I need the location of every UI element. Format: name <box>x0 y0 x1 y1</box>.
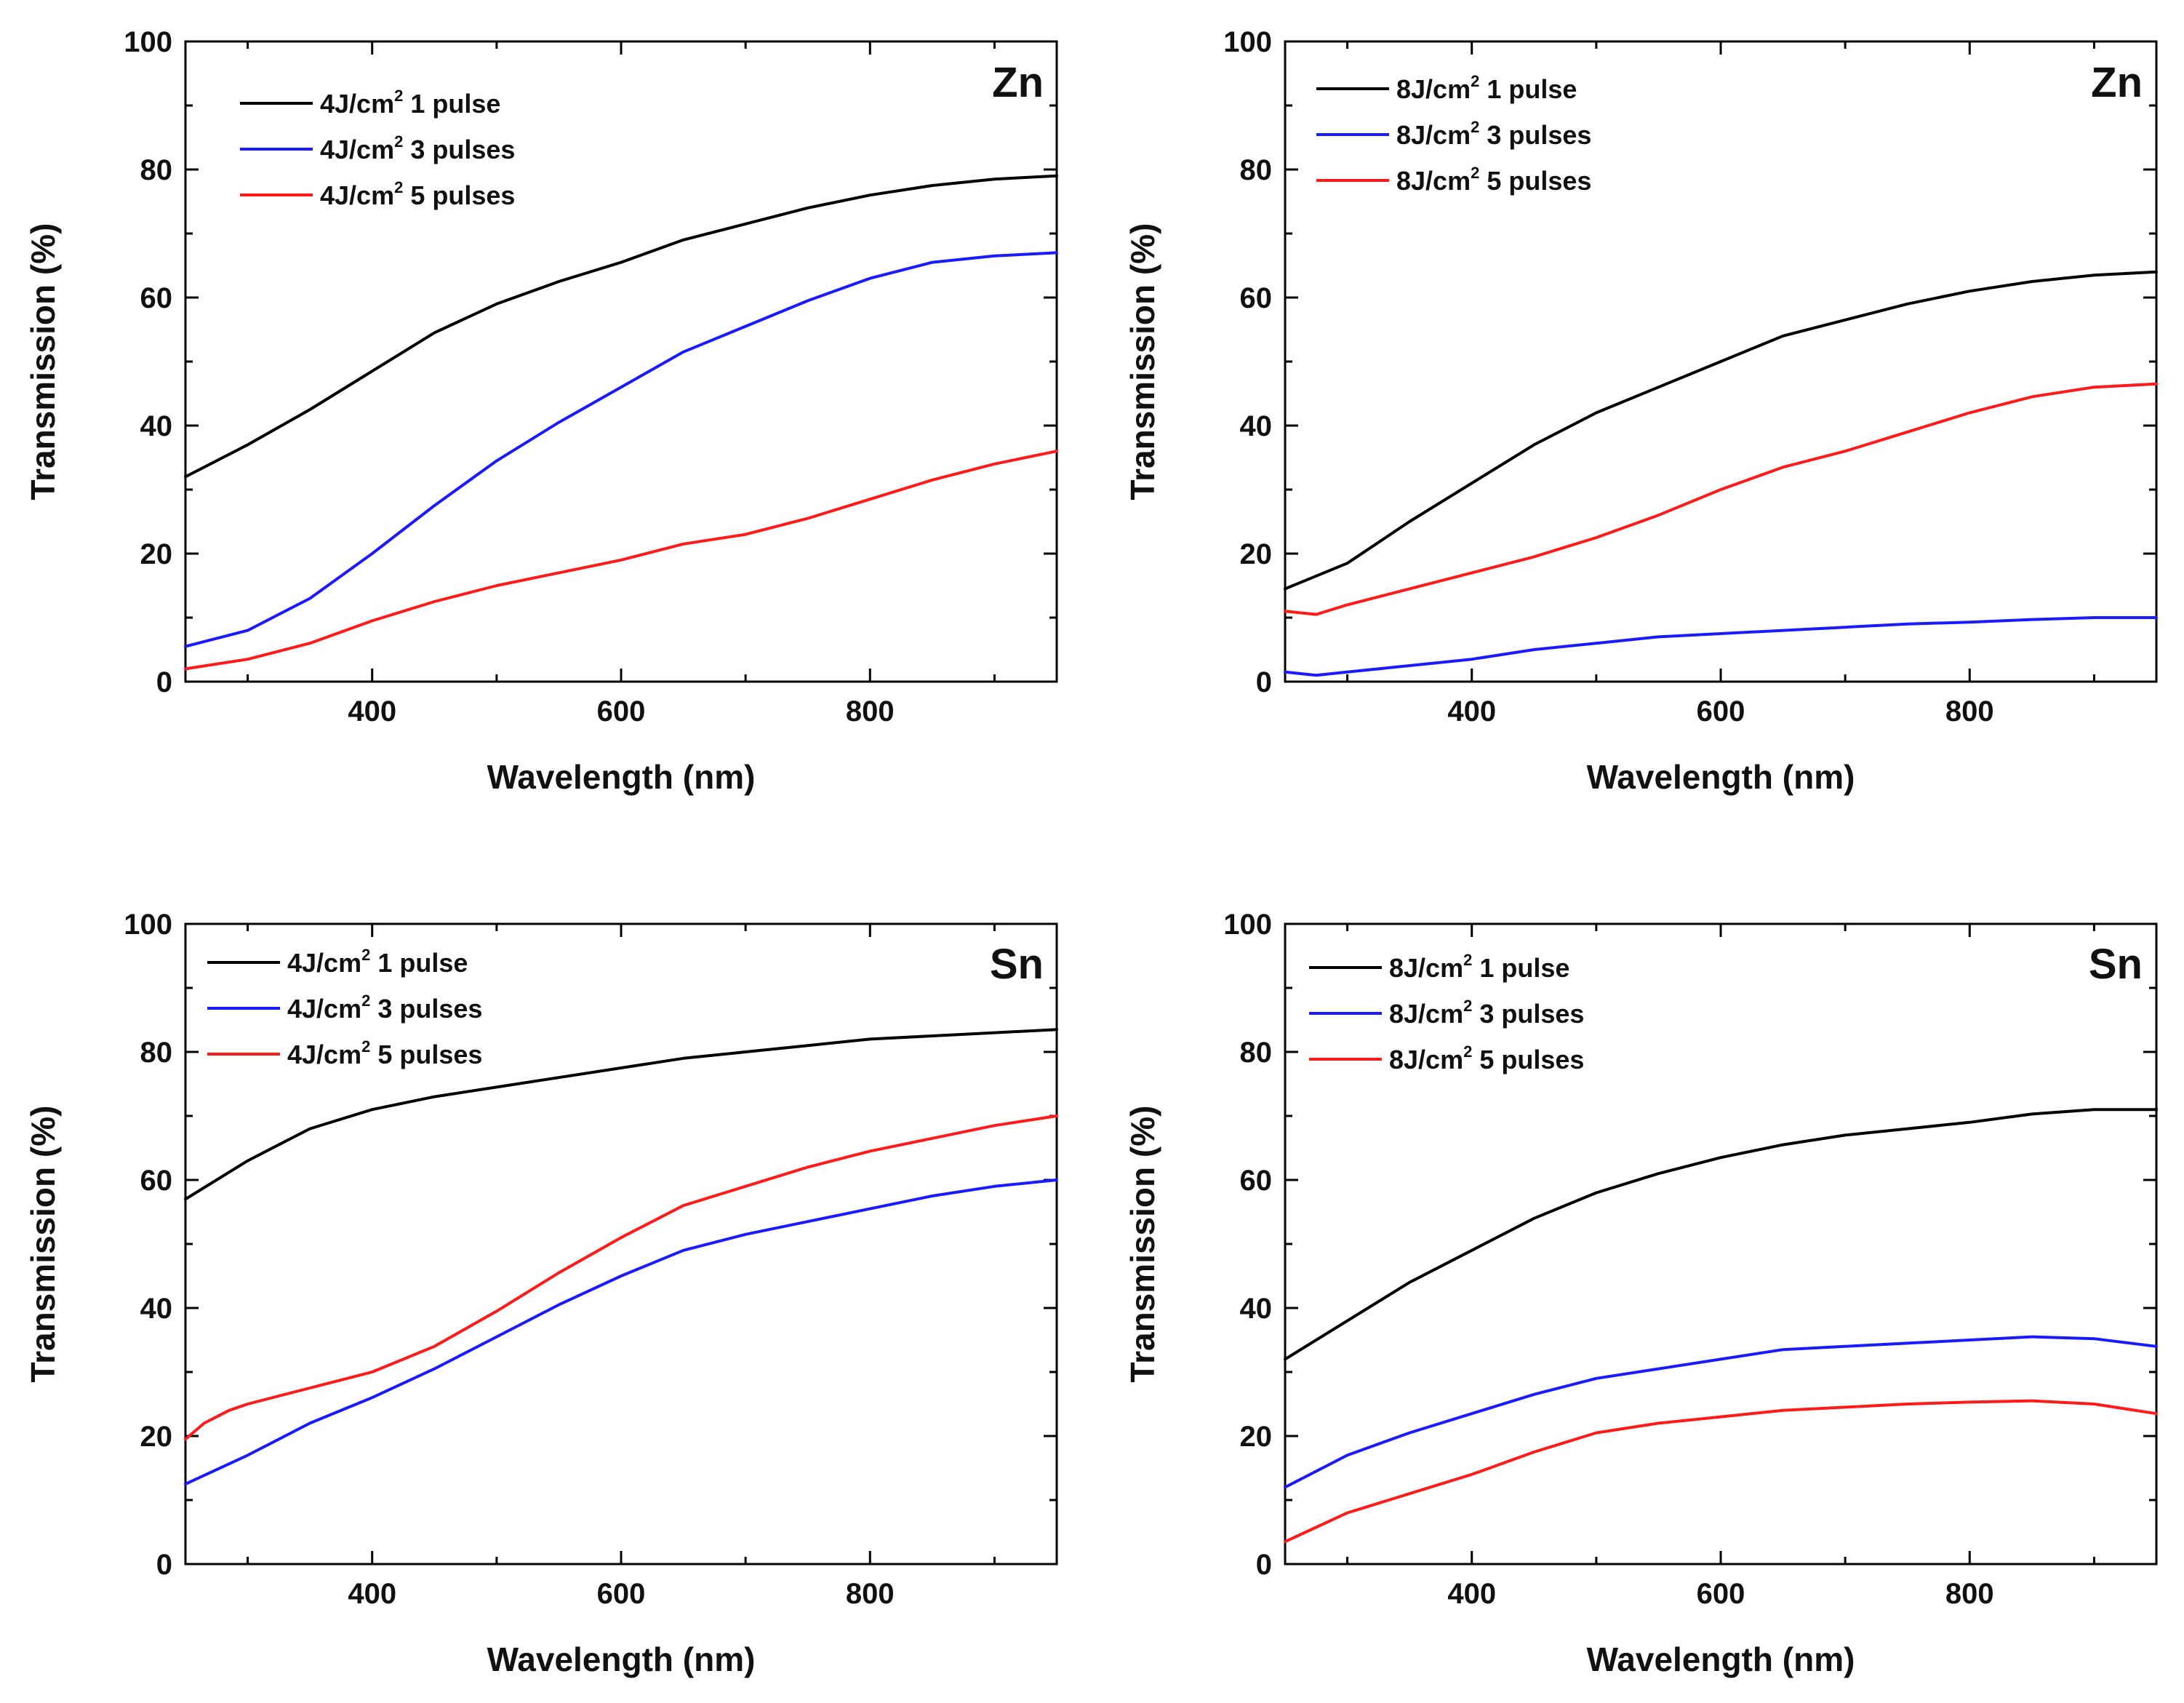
y-axis-label: Transmission (%) <box>1124 1106 1161 1383</box>
x-tick-label: 400 <box>348 695 396 727</box>
legend-entry: 4J/cm2 5 pulses <box>240 178 515 210</box>
y-tick-label: 80 <box>140 1037 173 1069</box>
legend-entry: 8J/cm2 5 pulses <box>1309 1042 1584 1074</box>
legend-label: 8J/cm2 5 pulses <box>1389 1042 1584 1074</box>
y-tick-label: 40 <box>1240 1293 1273 1325</box>
y-axis-label: Transmission (%) <box>1124 223 1161 500</box>
legend-entry: 4J/cm2 5 pulses <box>207 1037 482 1069</box>
series-line-black <box>1284 270 2158 591</box>
x-tick-label: 600 <box>1697 1578 1745 1610</box>
chart-panel-2: 0 20 40 60 80 100 400 600 800 Wavelength (nm) Tran… <box>1124 26 2158 796</box>
y-tick-label: 60 <box>140 282 173 314</box>
series-line-blue <box>1284 616 2158 677</box>
y-axis-label: Transmission (%) <box>24 223 62 500</box>
element-label: Sn <box>2089 941 2143 988</box>
series-line-blue <box>184 251 1058 648</box>
element-label: Zn <box>992 59 1044 106</box>
y-tick-label: 20 <box>1240 1421 1273 1453</box>
series-line-black <box>184 1028 1058 1201</box>
y-tick-label: 0 <box>156 666 172 698</box>
legend-label: 4J/cm2 5 pulses <box>320 178 515 210</box>
y-tick-label: 80 <box>1240 154 1273 186</box>
y-tick-label: 100 <box>124 26 172 58</box>
legend-entry: 4J/cm2 3 pulses <box>207 992 482 1024</box>
x-axis-label: Wavelength (nm) <box>1587 1640 1855 1678</box>
x-axis-label: Wavelength (nm) <box>1587 758 1855 796</box>
x-tick-label: 600 <box>597 1578 646 1610</box>
legend-entry: 4J/cm2 1 pulse <box>207 946 468 978</box>
y-tick-label: 100 <box>1223 909 1272 941</box>
plot-frame <box>184 40 1058 683</box>
x-tick-label: 400 <box>348 1578 396 1610</box>
series-line-blue <box>184 1178 1058 1485</box>
y-tick-label: 60 <box>1240 282 1273 314</box>
x-tick-label: 800 <box>1945 695 1994 727</box>
legend-entry: 8J/cm2 1 pulse <box>1309 951 1569 983</box>
y-tick-label: 20 <box>1240 538 1273 570</box>
y-tick-label: 20 <box>140 538 173 570</box>
y-tick-label: 80 <box>140 154 173 186</box>
legend-entry: 8J/cm2 1 pulse <box>1316 72 1577 104</box>
element-label: Sn <box>990 941 1044 988</box>
legend-label: 8J/cm2 1 pulse <box>1396 72 1577 104</box>
x-tick-label: 800 <box>1945 1578 1994 1610</box>
legend-entry: 8J/cm2 3 pulses <box>1309 997 1584 1029</box>
series-line-black <box>1284 1108 2158 1361</box>
legend-label: 4J/cm2 1 pulse <box>320 87 500 119</box>
x-tick-label: 400 <box>1447 695 1496 727</box>
x-tick-label: 400 <box>1447 1578 1496 1610</box>
element-label: Zn <box>2091 59 2143 106</box>
y-tick-label: 100 <box>1223 26 1272 58</box>
y-tick-label: 100 <box>124 909 172 941</box>
y-tick-label: 0 <box>1256 666 1272 698</box>
chart-panel-3: 0 20 40 60 80 100 400 600 800 Wavelength (nm) Tran… <box>24 909 1058 1678</box>
x-axis-label: Wavelength (nm) <box>487 758 756 796</box>
series-line-red <box>184 1114 1058 1441</box>
legend-label: 4J/cm2 3 pulses <box>320 132 515 164</box>
x-tick-label: 800 <box>846 1578 895 1610</box>
legend-label: 4J/cm2 5 pulses <box>287 1037 482 1069</box>
y-tick-label: 0 <box>1256 1549 1272 1581</box>
series-line-red <box>184 450 1058 671</box>
legend-entry: 4J/cm2 1 pulse <box>240 87 500 119</box>
legend-label: 8J/cm2 1 pulse <box>1389 951 1569 983</box>
series-line-blue <box>1284 1335 2158 1489</box>
y-tick-label: 60 <box>1240 1165 1273 1197</box>
y-tick-label: 40 <box>140 410 173 442</box>
chart-panel-4: 0 20 40 60 80 100 400 600 800 Wavelength (nm) Tran… <box>1124 909 2158 1678</box>
legend-entry: 8J/cm2 5 pulses <box>1316 164 1591 196</box>
series-line-black <box>184 174 1058 479</box>
legend-entry: 4J/cm2 3 pulses <box>240 132 515 164</box>
y-tick-label: 40 <box>140 1293 173 1325</box>
series-line-red <box>1284 382 2158 616</box>
y-axis-label: Transmission (%) <box>24 1106 62 1383</box>
x-tick-label: 600 <box>1697 695 1745 727</box>
x-tick-label: 600 <box>597 695 646 727</box>
y-tick-label: 80 <box>1240 1037 1273 1069</box>
legend-entry: 8J/cm2 3 pulses <box>1316 118 1591 150</box>
x-axis-label: Wavelength (nm) <box>487 1640 756 1678</box>
legend-label: 8J/cm2 3 pulses <box>1396 118 1591 150</box>
y-tick-label: 20 <box>140 1421 173 1453</box>
legend-label: 4J/cm2 1 pulse <box>287 946 468 978</box>
y-tick-label: 40 <box>1240 410 1273 442</box>
chart-panel-1: 0 20 40 60 80 100 400 600 800 Wavelength (nm) Tran… <box>24 26 1058 796</box>
legend-label: 8J/cm2 3 pulses <box>1389 997 1584 1029</box>
x-tick-label: 800 <box>846 695 895 727</box>
y-tick-label: 0 <box>156 1549 172 1581</box>
legend-label: 8J/cm2 5 pulses <box>1396 164 1591 196</box>
y-tick-label: 60 <box>140 1165 173 1197</box>
series-line-red <box>1284 1399 2158 1544</box>
legend-label: 4J/cm2 3 pulses <box>287 992 482 1024</box>
